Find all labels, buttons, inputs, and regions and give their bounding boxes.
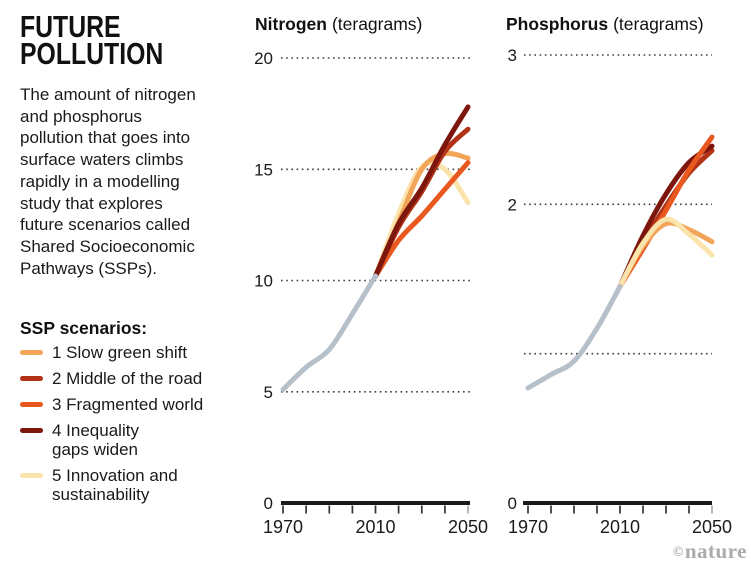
phosphorus-chart-title: Phosphorus (teragrams) bbox=[506, 14, 704, 35]
phosphorus-line-chart: 3 2 0 1970 2010 2050 bbox=[508, 46, 732, 537]
y-label-2: 2 bbox=[508, 195, 517, 214]
page-title: FUTURE POLLUTION bbox=[20, 9, 164, 71]
x-label-2010: 2010 bbox=[600, 517, 640, 537]
y-label-10: 10 bbox=[254, 272, 273, 291]
nitrogen-unit-text: (teragrams) bbox=[331, 14, 423, 34]
series-line-historical bbox=[280, 273, 378, 392]
nitrogen-title-text: Nitrogen bbox=[255, 14, 327, 34]
y-label-5: 5 bbox=[264, 383, 273, 402]
nitrogen-chart-title: Nitrogen (teragrams) bbox=[255, 14, 422, 35]
series-line-ssp5 bbox=[617, 216, 715, 289]
phosphorus-title-text: Phosphorus bbox=[506, 14, 609, 34]
legend-label-ssp3: 3 Fragmented world bbox=[52, 395, 204, 414]
legend-item-ssp4: 4 Inequality gaps widen bbox=[20, 421, 255, 459]
x-label-2050: 2050 bbox=[448, 517, 488, 537]
ssp-legend: SSP scenarios: 1 Slow green shift 2 Middl… bbox=[20, 318, 255, 511]
legend-swatch-ssp3-icon bbox=[20, 402, 43, 407]
description: The amount of nitrogen and phosphorus po… bbox=[20, 85, 196, 278]
legend-label-ssp4: 4 Inequality gaps widen bbox=[52, 421, 139, 459]
x-label-2050: 2050 bbox=[692, 517, 732, 537]
x-label-1970: 1970 bbox=[263, 517, 303, 537]
series-line-historical bbox=[525, 284, 623, 391]
legend-label-ssp5: 5 Innovation and sustainability bbox=[52, 466, 178, 504]
phosphorus-unit-text: (teragrams) bbox=[613, 14, 704, 34]
y-label-3: 3 bbox=[508, 46, 517, 65]
legend-item-ssp3: 3 Fragmented world bbox=[20, 395, 255, 414]
legend-label-ssp2: 2 Middle of the road bbox=[52, 369, 203, 388]
y-label-0: 0 bbox=[508, 494, 517, 513]
y-label-15: 15 bbox=[254, 160, 273, 179]
copyright-symbol: © bbox=[672, 545, 684, 560]
y-label-20: 20 bbox=[254, 49, 273, 68]
series-line-ssp3 bbox=[373, 160, 471, 279]
legend-label-ssp1: 1 Slow green shift bbox=[52, 343, 188, 362]
y-label-0: 0 bbox=[264, 494, 273, 513]
legend-swatch-ssp4-icon bbox=[20, 428, 43, 433]
legend-items: 1 Slow green shift 2 Middle of the road 3 … bbox=[20, 343, 255, 504]
legend-swatch-ssp5-icon bbox=[20, 473, 43, 478]
legend-item-ssp2: 2 Middle of the road bbox=[20, 369, 255, 388]
legend-swatch-ssp2-icon bbox=[20, 376, 43, 381]
series-line-ssp4 bbox=[373, 104, 471, 279]
legend-item-ssp5: 5 Innovation and sustainability bbox=[20, 466, 255, 504]
credit-name: nature bbox=[684, 539, 747, 563]
nitrogen-line-chart: 20 15 10 5 0 1970 2010 2050 bbox=[254, 49, 488, 537]
nature-credit: ©nature bbox=[673, 539, 747, 564]
legend-item-ssp1: 1 Slow green shift bbox=[20, 343, 255, 362]
x-label-2010: 2010 bbox=[355, 517, 395, 537]
x-label-1970: 1970 bbox=[508, 517, 548, 537]
legend-swatch-ssp1-icon bbox=[20, 350, 43, 355]
legend-heading: SSP scenarios: bbox=[20, 318, 148, 338]
